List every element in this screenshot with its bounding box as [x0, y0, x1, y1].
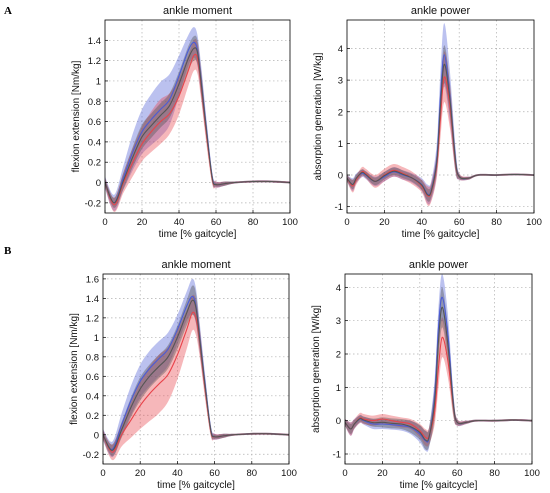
plot-frame — [104, 19, 291, 214]
x-tick-label: 0 — [344, 217, 349, 228]
y-tick-label: 2 — [338, 107, 343, 118]
series-band-red — [345, 317, 532, 447]
y-tick-label: 0.2 — [88, 158, 101, 169]
y-tick-label: 3 — [338, 76, 343, 87]
x-axis-label: time [% gaitcycle] — [157, 480, 235, 491]
panel-label-b: B — [4, 245, 12, 257]
y-tick-label: 0 — [338, 171, 343, 182]
plot-frame — [102, 273, 290, 465]
series-band-red — [105, 38, 290, 213]
y-tick-label: 1 — [94, 333, 99, 344]
chart-title: ankle moment — [161, 259, 230, 271]
x-tick-label: 100 — [281, 468, 297, 479]
x-axis-label: time [% gaitcycle] — [402, 229, 480, 240]
x-tick-label: 40 — [417, 217, 428, 228]
chart-title: ankle moment — [163, 5, 232, 17]
y-axis-label: flexion extension [Nm/kg] — [69, 313, 80, 425]
x-tick-label: 20 — [137, 217, 148, 228]
y-tick-label: 0 — [336, 416, 341, 427]
chart-a-left: 0 20 40 60 80 100-0.200.20.40.60.811.21.4ankl… — [71, 5, 298, 240]
data-layer — [105, 27, 290, 213]
x-tick-label: 20 — [379, 217, 390, 228]
y-axis-label: flexion extension [Nm/kg] — [71, 60, 82, 172]
chart-b-left: 0 20 40 60 80 100-0.200.20.40.60.811.21.41.6a… — [69, 259, 297, 491]
y-axis-label: absorption generation [W/kg] — [311, 305, 322, 433]
chart-title: ankle power — [411, 5, 471, 17]
x-tick-label: 60 — [209, 468, 220, 479]
x-tick-label: 20 — [377, 468, 388, 479]
x-tick-label: 100 — [282, 217, 298, 228]
series-band-blue — [103, 278, 289, 458]
y-tick-label: 0.2 — [86, 411, 99, 422]
y-tick-label: 1.6 — [86, 274, 99, 285]
y-tick-label: 2 — [336, 350, 341, 361]
y-tick-label: -1 — [333, 450, 341, 461]
x-tick-label: 40 — [174, 217, 185, 228]
data-layer — [345, 274, 532, 452]
y-tick-label: 1 — [96, 76, 101, 87]
series-line-gray — [345, 306, 532, 442]
y-axis-label: absorption generation [W/kg] — [313, 52, 324, 180]
series-line-gray — [105, 47, 290, 204]
x-tick-label: 40 — [172, 468, 183, 479]
y-tick-label: 1.4 — [86, 294, 99, 305]
plot-frame — [346, 19, 535, 214]
series-band-blue — [345, 274, 532, 452]
y-tick-label: 0.8 — [88, 97, 101, 108]
x-tick-label: 60 — [454, 217, 465, 228]
x-tick-label: 60 — [211, 217, 222, 228]
x-tick-label: 80 — [247, 468, 258, 479]
series-band-red — [347, 51, 534, 206]
x-tick-label: 0 — [102, 217, 107, 228]
y-tick-label: 1 — [336, 383, 341, 394]
series-line-gray — [103, 299, 289, 451]
y-tick-label: 0.6 — [86, 372, 99, 383]
y-tick-label: 3 — [336, 316, 341, 327]
charts-group: 0 20 40 60 80 100-0.200.20.40.60.811.21.4ankl… — [69, 5, 542, 491]
y-tick-label: -1 — [335, 202, 343, 213]
data-layer — [347, 23, 534, 206]
plot-frame — [344, 273, 533, 465]
y-tick-label: -0.2 — [83, 450, 99, 461]
x-tick-label: 0 — [100, 468, 105, 479]
x-tick-label: 40 — [415, 468, 426, 479]
y-tick-label: 0.8 — [86, 352, 99, 363]
y-tick-label: 0.4 — [86, 391, 99, 402]
y-tick-label: 0.4 — [88, 137, 101, 148]
data-layer — [103, 278, 289, 461]
y-tick-label: 0 — [96, 178, 101, 189]
series-band-blue — [105, 27, 290, 211]
x-tick-label: 100 — [526, 217, 542, 228]
x-tick-label: 100 — [524, 468, 540, 479]
x-tick-label: 0 — [342, 468, 347, 479]
y-tick-label: 0.6 — [88, 117, 101, 128]
y-tick-label: 4 — [336, 283, 341, 294]
x-tick-label: 80 — [489, 468, 500, 479]
y-tick-label: 1 — [338, 139, 343, 150]
x-axis-label: time [% gaitcycle] — [400, 480, 478, 491]
x-tick-label: 80 — [248, 217, 259, 228]
series-line-gray — [347, 63, 534, 197]
y-tick-label: 1.2 — [86, 313, 99, 324]
chart-title: ankle power — [409, 259, 469, 271]
x-tick-label: 20 — [135, 468, 146, 479]
x-tick-label: 60 — [452, 468, 463, 479]
y-tick-label: 0 — [94, 430, 99, 441]
y-tick-label: 1.4 — [88, 36, 101, 47]
x-tick-label: 80 — [491, 217, 502, 228]
panel-label-a: A — [4, 5, 12, 17]
x-axis-label: time [% gaitcycle] — [159, 229, 237, 240]
y-tick-label: 1.2 — [88, 56, 101, 67]
y-tick-label: 4 — [338, 44, 343, 55]
series-band-red — [103, 294, 289, 461]
y-tick-label: -0.2 — [85, 198, 101, 209]
